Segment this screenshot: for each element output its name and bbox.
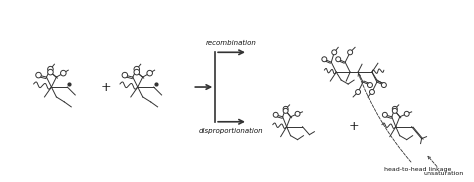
Circle shape (283, 106, 288, 111)
Circle shape (147, 70, 153, 76)
Circle shape (356, 90, 361, 94)
Circle shape (122, 72, 128, 78)
Circle shape (336, 57, 341, 62)
Circle shape (48, 69, 53, 75)
Circle shape (322, 57, 327, 62)
Text: unsaturation: unsaturation (423, 156, 464, 176)
Text: head-to-head linkage: head-to-head linkage (358, 74, 451, 172)
Circle shape (347, 50, 353, 55)
Circle shape (392, 106, 397, 111)
Text: disproportionation: disproportionation (199, 128, 264, 134)
Circle shape (382, 83, 386, 88)
Circle shape (392, 108, 397, 113)
Circle shape (332, 50, 337, 55)
Text: recombination: recombination (206, 40, 256, 46)
Circle shape (273, 112, 278, 117)
Circle shape (134, 69, 139, 75)
Circle shape (61, 70, 66, 76)
Circle shape (367, 83, 373, 88)
Text: +: + (100, 80, 111, 94)
Text: +: + (349, 120, 359, 133)
Circle shape (283, 108, 288, 113)
Circle shape (383, 112, 387, 117)
Circle shape (36, 72, 41, 78)
Circle shape (134, 66, 139, 72)
Circle shape (369, 90, 374, 94)
Circle shape (404, 111, 409, 116)
Circle shape (295, 111, 300, 116)
Circle shape (48, 66, 53, 72)
